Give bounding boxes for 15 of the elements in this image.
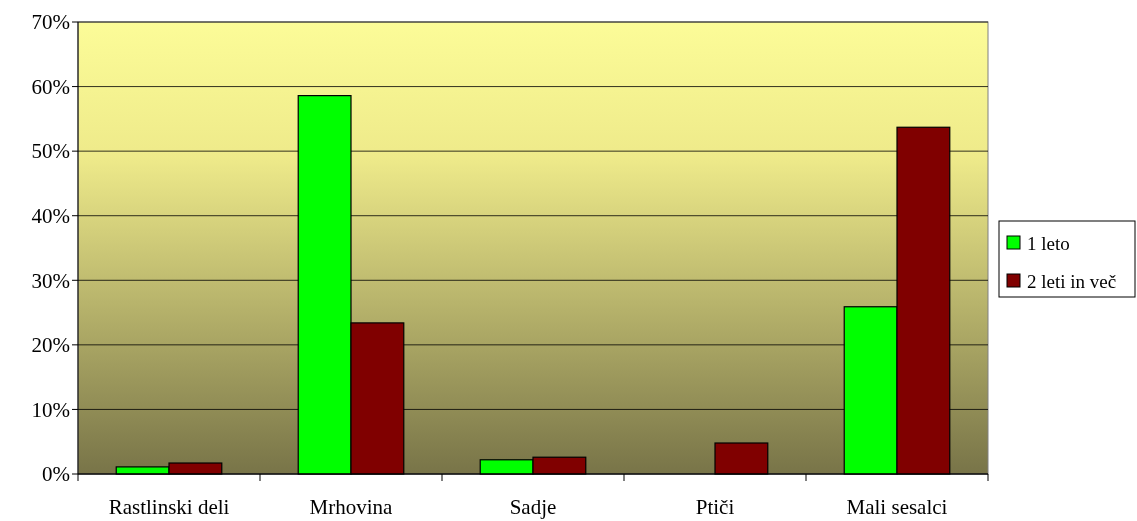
x-tick-label: Rastlinski deli bbox=[108, 495, 230, 519]
x-tick-label: Sadje bbox=[509, 495, 557, 519]
y-tick-label: 70% bbox=[31, 10, 70, 35]
y-tick-label: 50% bbox=[31, 139, 70, 164]
legend-label: 1 leto bbox=[1027, 232, 1070, 254]
legend-label: 2 leti in več bbox=[1027, 270, 1117, 292]
y-tick-label: 0% bbox=[42, 462, 70, 487]
y-tick-label: 10% bbox=[31, 397, 70, 422]
y-tick-label: 20% bbox=[31, 333, 70, 358]
x-tick-label: Mrhovina bbox=[309, 495, 394, 519]
y-tick-label: 40% bbox=[31, 204, 70, 229]
x-tick-label: Mali sesalci bbox=[846, 495, 948, 519]
x-tick-label: Ptiči bbox=[695, 495, 735, 519]
y-tick-label: 60% bbox=[31, 74, 70, 99]
y-tick-label: 30% bbox=[31, 268, 70, 293]
